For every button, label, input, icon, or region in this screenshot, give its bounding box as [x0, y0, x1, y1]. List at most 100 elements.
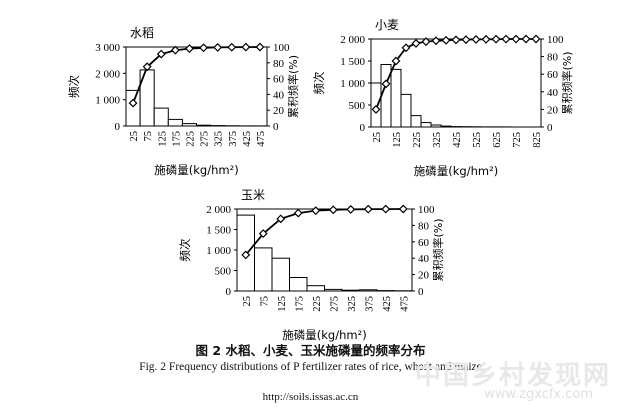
chart2-xtick-label: 825	[532, 132, 543, 148]
chart3-xtick-label: 175	[294, 296, 305, 312]
chart1-xtick-label: 375	[228, 131, 239, 147]
chart1-bar	[125, 89, 141, 127]
chart1-cumulative-point	[170, 45, 180, 55]
chart3-xtick-label: 425	[382, 296, 393, 312]
chart2-bar	[420, 122, 432, 128]
chart2-ytick-label: 1 000	[340, 78, 365, 90]
chart3-cumulative-point	[258, 229, 268, 239]
chart2-y2tick-label: 100	[547, 34, 564, 46]
chart2-y2tick-label: 40	[547, 87, 559, 99]
chart2-y2tick-label: 0	[547, 122, 553, 134]
chart3-bar	[341, 289, 360, 292]
chart2-title: 小麦	[375, 18, 399, 32]
chart2-xtick-label: 625	[492, 132, 503, 148]
chart2-xtick-label: 325	[432, 132, 443, 148]
chart1-title: 水稻	[130, 26, 154, 40]
chart3-cumulative-point	[276, 214, 286, 224]
chart3-xtick-label: 275	[329, 296, 340, 312]
chart1-cumulative-point	[128, 98, 138, 108]
source-url: http://soils.issas.ac.cn	[262, 391, 359, 403]
chart1-y2tick-label: 0	[273, 121, 279, 133]
chart2-bar	[430, 124, 442, 128]
chart2-xtick-label: 125	[392, 132, 403, 148]
chart2-cumulative-point	[381, 79, 391, 89]
chart3-xtick-label: 125	[277, 296, 288, 312]
chart1-xtick-label: 325	[214, 131, 225, 147]
chart3-xtick-label: 375	[364, 296, 375, 312]
chart3-y2tick-label: 40	[418, 253, 430, 265]
chart3-xtick-label: 225	[312, 296, 323, 312]
chart2-cumulative-point	[411, 38, 421, 48]
chart3-ytick-label: 500	[215, 266, 232, 278]
chart2-bar	[440, 125, 452, 128]
chart2-cumulative-point	[371, 104, 381, 114]
chart3-xtick-label: 325	[347, 296, 358, 312]
chart1-xtick-label: 275	[200, 131, 211, 147]
chart3-cumulative-line	[245, 208, 404, 256]
chart3-cumulative-point	[328, 205, 338, 215]
chart1-cumulative-point	[213, 42, 223, 52]
chart2-xtick-label: 425	[452, 132, 463, 148]
chart3-ytick-label: 1 500	[206, 225, 231, 237]
chart1-ytick-label: 0	[115, 121, 121, 133]
chart3-bar	[359, 289, 378, 292]
chart2-cumulative-point	[501, 34, 511, 44]
chart3-ytick-label: 1 000	[206, 245, 231, 257]
chart3-bar	[271, 257, 290, 292]
chart3-cumulative-point	[398, 204, 408, 214]
chart1-xtick-label: 425	[242, 131, 253, 147]
chart1-cumulative-line	[132, 46, 260, 104]
chart1-cumulative-point	[142, 62, 152, 72]
chart1-xtick-label: 75	[143, 131, 154, 142]
chart3-bar	[324, 288, 343, 292]
chart2-cumulative-point	[471, 34, 481, 44]
chart2-bar	[400, 93, 412, 128]
chart3-ytick-label: 0	[226, 286, 232, 298]
chart2-xtick-label: 25	[372, 132, 383, 143]
watermark-logo: 中国乡村发现网	[414, 361, 611, 391]
chart2-cumulative-point	[431, 36, 441, 46]
chart2-ytick-label: 500	[349, 100, 366, 112]
chart2-xtick-label: 525	[472, 132, 483, 148]
chart3-y2tick-label: 20	[418, 270, 430, 282]
chart2-bar	[410, 115, 422, 128]
chart3-title: 玉米	[241, 188, 265, 202]
chart2-cumulative-point	[391, 56, 401, 66]
chart1-xlabel: 施磷量(kg/hm²)	[154, 163, 238, 177]
chart1-ytick-label: 1 000	[95, 95, 120, 107]
chart1-xtick-label: 175	[171, 131, 182, 147]
chart2-cumulative-point	[401, 43, 411, 53]
chart1-ytick-label: 3 000	[95, 42, 120, 54]
chart2-xlabel: 施磷量(kg/hm²)	[414, 164, 498, 178]
chart3-xtick-label: 475	[399, 296, 410, 312]
chart2-y2tick-label: 80	[547, 52, 559, 64]
chart3-ytick-label: 2 000	[206, 204, 231, 216]
chart3-bar	[254, 247, 273, 292]
chart3-cumulative-point	[381, 204, 391, 214]
chart2-cumulative-point	[451, 35, 461, 45]
chart2-xtick-label: 725	[512, 132, 523, 148]
chart1-xtick-label: 475	[256, 131, 267, 147]
watermark-url: www.zgxcfx.com	[484, 387, 593, 402]
chart2-bar	[390, 68, 402, 128]
chart3-cumulative-point	[346, 204, 356, 214]
chart3-y2tick-label: 60	[418, 237, 430, 249]
chart1-bar	[153, 107, 169, 127]
chart2-cumulative-point	[491, 34, 501, 44]
chart1-bar	[167, 118, 183, 127]
chart1-xtick-label: 125	[157, 131, 168, 147]
chart3-xtick-label: 75	[259, 296, 270, 307]
chart1-ytick-label: 2 000	[95, 68, 120, 80]
chart3-cumulative-point	[293, 208, 303, 218]
chart2-cumulative-point	[461, 35, 471, 45]
chart2-xtick-label: 225	[412, 132, 423, 148]
chart2-cumulative-point	[521, 34, 531, 44]
chart2-cumulative-point	[511, 34, 521, 44]
chart1-xtick-label: 25	[129, 131, 140, 142]
chart3-xlabel: 施磷量(kg/hm²)	[282, 328, 366, 342]
chart1-ylabel: 频次	[67, 75, 81, 98]
chart2-ylabel: 频次	[312, 71, 326, 94]
chart1-xtick-label: 225	[185, 131, 196, 147]
chart3-bar	[306, 285, 325, 292]
